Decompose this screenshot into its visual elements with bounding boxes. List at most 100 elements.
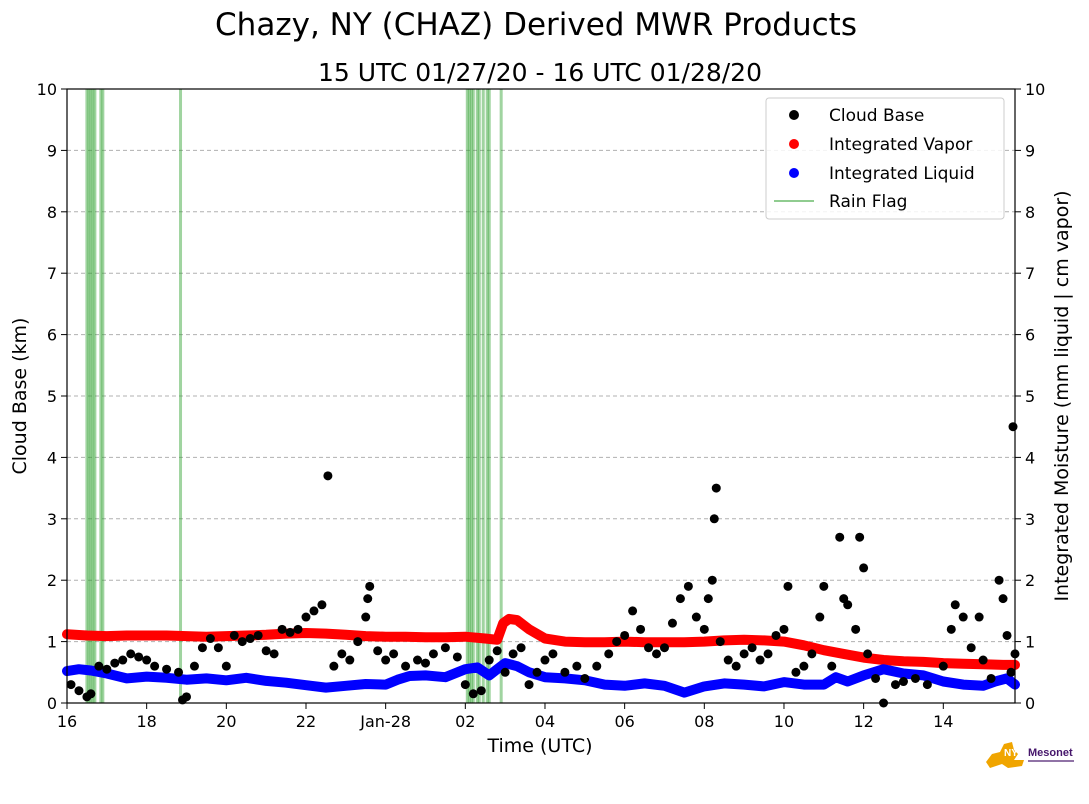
x-tick-label: 02 bbox=[455, 712, 475, 731]
cloud-base-point bbox=[365, 581, 375, 591]
cloud-base-point bbox=[659, 643, 669, 653]
x-axis-label: Time (UTC) bbox=[486, 735, 592, 757]
cloud-base-point bbox=[691, 612, 701, 622]
mesonet-logo: NYS Mesonet bbox=[984, 738, 1078, 774]
grid bbox=[67, 149, 1015, 643]
x-tick-label: 18 bbox=[136, 712, 156, 731]
cloud-base-point bbox=[229, 630, 239, 640]
cloud-base-point bbox=[799, 661, 809, 671]
y-tick-label: 6 bbox=[47, 326, 57, 345]
cloud-base-point bbox=[516, 643, 526, 653]
cloud-base-point bbox=[715, 637, 725, 647]
cloud-base-point bbox=[162, 664, 172, 674]
cloud-base-point bbox=[110, 658, 120, 668]
y-axis-right-label: Integrated Moisture (mm liquid | cm vapo… bbox=[1051, 190, 1073, 601]
cloud-base-point bbox=[134, 652, 144, 662]
cloud-base-point bbox=[261, 646, 271, 656]
cloud-base-point bbox=[476, 686, 486, 696]
cloud-base-point bbox=[863, 649, 873, 659]
y-tick-label: 0 bbox=[47, 694, 57, 713]
cloud-base-point bbox=[652, 649, 662, 659]
y-tick-label: 1 bbox=[47, 633, 57, 652]
chart-subtitle: 15 UTC 01/27/20 - 16 UTC 01/28/20 bbox=[318, 58, 762, 87]
cloud-base-point bbox=[94, 661, 104, 671]
cloud-base-point bbox=[891, 680, 901, 690]
legend-label-cloud-base: Cloud Base bbox=[829, 106, 924, 126]
cloud-base-point bbox=[317, 600, 327, 610]
cloud-base-point bbox=[345, 655, 355, 665]
cloud-base-point bbox=[460, 680, 470, 690]
cloud-base-point bbox=[771, 630, 781, 640]
y-tick-label: 9 bbox=[47, 141, 57, 160]
integrated-liquid-trace bbox=[62, 658, 1020, 698]
cloud-base-point bbox=[301, 612, 311, 622]
cloud-base-point bbox=[922, 680, 932, 690]
cloud-base-point bbox=[898, 677, 908, 687]
cloud-base-point bbox=[468, 689, 478, 699]
cloud-base-point bbox=[484, 655, 494, 665]
cloud-base-point bbox=[827, 661, 837, 671]
cloud-base-point bbox=[910, 673, 920, 683]
x-tick-label: 06 bbox=[614, 712, 634, 731]
y-right-tick-label: 1 bbox=[1025, 633, 1035, 652]
cloud-base-point bbox=[747, 643, 757, 653]
cloud-base-point bbox=[604, 649, 614, 659]
svg-text:NYS: NYS bbox=[1004, 748, 1025, 759]
cloud-base-point bbox=[221, 661, 231, 671]
cloud-base-point bbox=[189, 661, 199, 671]
cloud-base-point bbox=[779, 624, 789, 634]
cloud-base-point bbox=[508, 649, 518, 659]
y-tick-label: 2 bbox=[47, 571, 57, 590]
y-right-tick-label: 0 bbox=[1025, 694, 1035, 713]
cloud-base-point bbox=[950, 600, 960, 610]
cloud-base-point bbox=[628, 606, 638, 616]
cloud-base-point bbox=[381, 655, 391, 665]
cloud-base-point bbox=[1006, 667, 1016, 677]
cloud-base-point bbox=[978, 655, 988, 665]
cloud-base-point bbox=[843, 600, 853, 610]
cloud-base-point bbox=[938, 661, 948, 671]
cloud-base-point bbox=[763, 649, 773, 659]
x-tick-label: 12 bbox=[853, 712, 873, 731]
y-right-tick-label: 6 bbox=[1025, 326, 1035, 345]
x-tick-label: 14 bbox=[933, 712, 953, 731]
legend-marker-cloud-base bbox=[789, 110, 799, 120]
y-right-tick-label: 10 bbox=[1025, 80, 1045, 99]
cloud-base-point bbox=[293, 624, 303, 634]
cloud-base-point bbox=[126, 649, 136, 659]
cloud-base-point bbox=[851, 624, 861, 634]
cloud-base-point bbox=[269, 649, 279, 659]
cloud-base-point bbox=[731, 661, 741, 671]
legend: Cloud Base Integrated Vapor Integrated L… bbox=[765, 97, 1005, 220]
y-tick-label: 10 bbox=[37, 80, 57, 99]
x-axis: 16 18 20 22 Jan-28 02 04 06 08 10 12 14 bbox=[57, 703, 953, 731]
cloud-base-point bbox=[707, 575, 717, 585]
y-right-tick-label: 8 bbox=[1025, 203, 1035, 222]
cloud-base-point bbox=[699, 624, 709, 634]
cloud-base-point bbox=[361, 612, 371, 622]
cloud-base-point bbox=[739, 649, 749, 659]
cloud-base-point bbox=[974, 612, 984, 622]
cloud-base-point bbox=[966, 643, 976, 653]
y-right-tick-label: 5 bbox=[1025, 387, 1035, 406]
cloud-base-point bbox=[389, 649, 399, 659]
legend-box bbox=[765, 97, 1005, 220]
cloud-base-point bbox=[237, 637, 247, 647]
x-tick-label: 04 bbox=[535, 712, 555, 731]
rain-flag-layer bbox=[85, 89, 503, 703]
cloud-base-point bbox=[855, 532, 865, 542]
cloud-base-point bbox=[675, 594, 685, 604]
y-right-tick-label: 4 bbox=[1025, 448, 1035, 467]
cloud-base-point bbox=[277, 624, 287, 634]
cloud-base-point bbox=[986, 673, 996, 683]
legend-label-integrated-liquid: Integrated Liquid bbox=[829, 164, 975, 184]
cloud-base-point bbox=[711, 483, 721, 493]
x-tick-label: 08 bbox=[694, 712, 714, 731]
cloud-base-point bbox=[401, 661, 411, 671]
cloud-base-point bbox=[142, 655, 152, 665]
cloud-base-point bbox=[197, 643, 207, 653]
cloud-base-point bbox=[74, 686, 84, 696]
cloud-base-point bbox=[994, 575, 1004, 585]
cloud-base-point bbox=[859, 563, 869, 573]
y-tick-label: 3 bbox=[47, 510, 57, 529]
